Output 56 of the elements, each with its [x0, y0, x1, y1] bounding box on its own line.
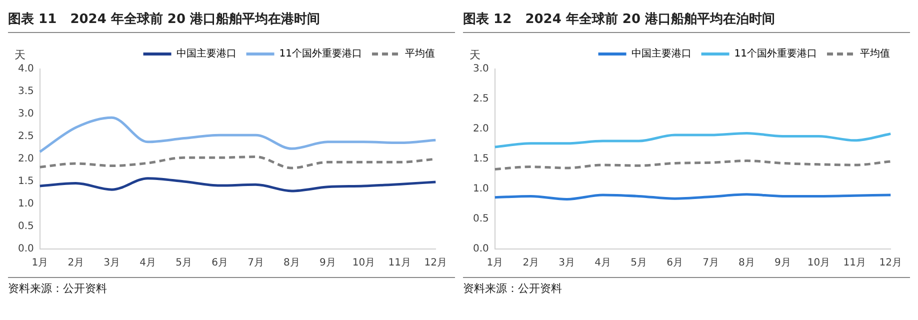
legend-label: 平均值 — [860, 48, 890, 60]
x-tick-label: 2月 — [522, 258, 540, 269]
y-tick-label: 0.0 — [472, 244, 489, 255]
legend-label: 11个国外重要港口 — [734, 48, 818, 60]
x-tick-label: 5月 — [630, 258, 647, 269]
x-tick-label: 6月 — [666, 258, 683, 269]
y-tick-label: 0.5 — [472, 214, 489, 225]
line-series — [38, 116, 437, 154]
x-tick-label: 7月 — [248, 258, 264, 269]
y-axis-title: 天 — [470, 48, 480, 62]
x-tick-label: 12月 — [879, 258, 902, 269]
line-series — [38, 177, 437, 192]
chart-title: 图表 12 2024 年全球前 20 港口船舶平均在泊时间 — [463, 8, 910, 33]
legend-label: 11个国外重要港口 — [279, 48, 362, 60]
y-tick-label: 2.0 — [472, 124, 489, 135]
y-tick-label: 0.0 — [18, 244, 34, 255]
x-tick-label: 9月 — [774, 258, 791, 269]
x-tick-label: 10月 — [807, 258, 830, 269]
y-tick-label: 2.5 — [18, 131, 34, 142]
x-tick-label: 4月 — [594, 258, 612, 269]
x-tick-label: 3月 — [558, 258, 576, 269]
x-tick-label: 1月 — [32, 258, 48, 269]
x-tick-label: 8月 — [284, 258, 300, 269]
chart-title: 图表 11 2024 年全球前 20 港口船舶平均在港时间 — [8, 8, 455, 33]
text: 资料来源：公开资料 — [8, 277, 455, 296]
y-tick-label: 2.5 — [472, 94, 489, 105]
text: 资料来源：公开资料 — [463, 277, 910, 296]
legend-label: 中国主要港口 — [176, 48, 236, 60]
y-tick-label: 1.5 — [472, 154, 489, 165]
y-tick-label: 1.0 — [472, 184, 489, 195]
x-tick-label: 6月 — [212, 258, 228, 269]
y-tick-label: 0.5 — [18, 221, 34, 232]
line-series — [494, 132, 892, 148]
x-tick-label: 11月 — [843, 258, 866, 269]
x-tick-label: 9月 — [320, 258, 336, 269]
x-tick-label: 11月 — [388, 258, 412, 269]
legend-label: 中国主要港口 — [631, 48, 692, 60]
y-axis-title: 天 — [14, 48, 26, 62]
y-tick-label: 1.0 — [18, 198, 34, 210]
y-tick-label: 3.0 — [472, 64, 489, 75]
x-tick-label: 3月 — [104, 258, 120, 269]
x-tick-label: 2月 — [68, 258, 84, 269]
x-tick-label: 12月 — [424, 258, 448, 269]
line-series — [494, 160, 892, 170]
x-tick-label: 7月 — [702, 258, 719, 269]
legend-label: 平均值 — [405, 48, 435, 60]
x-tick-label: 4月 — [140, 258, 156, 269]
x-tick-label: 8月 — [738, 258, 755, 269]
x-tick-label: 1月 — [486, 258, 504, 269]
y-tick-label: 2.0 — [18, 154, 34, 165]
y-tick-label: 3.0 — [18, 108, 34, 120]
x-tick-label: 5月 — [176, 258, 192, 269]
x-tick-label: 10月 — [352, 258, 376, 269]
y-tick-label: 1.5 — [18, 176, 34, 188]
y-tick-label: 4.0 — [18, 64, 34, 75]
y-tick-label: 3.5 — [18, 86, 34, 98]
